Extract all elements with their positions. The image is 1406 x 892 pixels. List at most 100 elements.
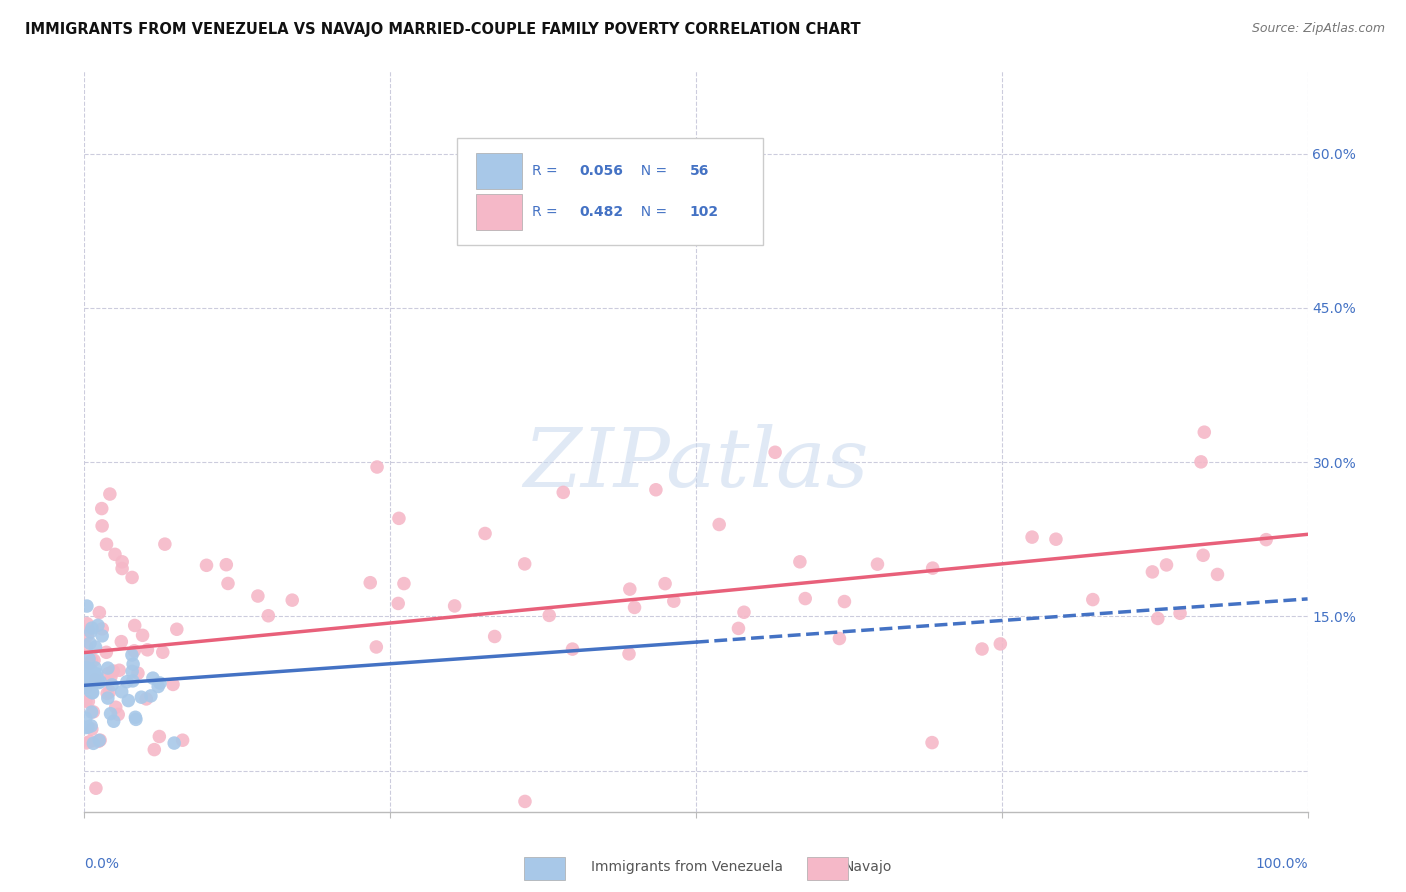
Point <box>124 710 146 724</box>
Point <box>91 622 114 636</box>
Point <box>91 629 114 643</box>
Point <box>80 621 103 635</box>
Text: 56: 56 <box>690 164 709 178</box>
Point <box>1142 565 1164 579</box>
Point <box>1256 533 1278 547</box>
Point <box>97 666 120 681</box>
Point <box>1146 611 1168 625</box>
Point <box>727 621 749 635</box>
Text: IMMIGRANTS FROM VENEZUELA VS NAVAJO MARRIED-COUPLE FAMILY POVERTY CORRELATION CH: IMMIGRANTS FROM VENEZUELA VS NAVAJO MARR… <box>25 22 860 37</box>
Point <box>80 663 103 677</box>
Point <box>77 671 100 685</box>
Point <box>97 691 120 706</box>
Point <box>709 517 731 532</box>
Point <box>79 734 101 748</box>
Point <box>124 618 146 632</box>
Text: N =: N = <box>633 164 672 178</box>
Point <box>89 733 111 747</box>
Point <box>87 734 110 748</box>
Point <box>115 674 138 689</box>
Point <box>153 537 176 551</box>
Point <box>1192 549 1215 563</box>
Text: R =: R = <box>531 205 562 219</box>
Point <box>1206 567 1229 582</box>
Point <box>149 676 172 690</box>
Point <box>1168 607 1191 621</box>
Text: Navajo: Navajo <box>844 860 891 874</box>
Point <box>82 736 104 750</box>
Point <box>148 730 170 744</box>
Point <box>82 685 104 699</box>
Point <box>86 667 108 681</box>
Point <box>921 561 943 575</box>
Point <box>75 677 97 691</box>
Point <box>111 685 134 699</box>
Point <box>152 645 174 659</box>
Point <box>834 594 856 608</box>
Text: Immigrants from Venezuela: Immigrants from Venezuela <box>591 860 783 874</box>
Point <box>76 664 98 678</box>
Point <box>79 636 101 650</box>
Point <box>281 593 304 607</box>
Point <box>970 642 993 657</box>
FancyBboxPatch shape <box>475 153 522 189</box>
Point <box>135 692 157 706</box>
Point <box>443 599 465 613</box>
Point <box>121 665 143 679</box>
Point <box>100 669 122 683</box>
Point <box>103 714 125 729</box>
Point <box>77 680 100 694</box>
Point <box>1189 455 1212 469</box>
Point <box>83 653 105 667</box>
Point <box>84 661 107 675</box>
Point <box>96 645 118 659</box>
Point <box>142 671 165 685</box>
Point <box>104 547 127 561</box>
Point <box>921 736 943 750</box>
Point <box>988 637 1011 651</box>
Point <box>98 487 121 501</box>
Point <box>474 526 496 541</box>
FancyBboxPatch shape <box>475 194 522 230</box>
Point <box>166 622 188 636</box>
Point <box>257 608 280 623</box>
Point <box>89 606 111 620</box>
Point <box>1194 425 1216 440</box>
Point <box>215 558 238 572</box>
Point <box>131 690 153 705</box>
Point <box>388 511 411 525</box>
Point <box>76 599 98 613</box>
Point <box>217 576 239 591</box>
Point <box>77 652 100 666</box>
Point <box>87 675 110 690</box>
Point <box>82 705 104 719</box>
Point <box>89 674 111 689</box>
Point <box>121 570 143 584</box>
Point <box>763 445 786 459</box>
Point <box>96 686 118 700</box>
Point <box>733 605 755 619</box>
Point <box>80 676 103 690</box>
Text: 100.0%: 100.0% <box>1256 857 1308 871</box>
Point <box>139 689 162 703</box>
Point <box>80 705 103 719</box>
Point <box>195 558 218 573</box>
Text: R =: R = <box>531 164 562 178</box>
Point <box>84 640 107 654</box>
Point <box>75 721 97 735</box>
Point <box>76 660 98 674</box>
Point <box>111 561 134 575</box>
Point <box>75 664 97 678</box>
Point <box>84 673 107 687</box>
Point <box>163 736 186 750</box>
Point <box>866 557 889 571</box>
Point <box>645 483 668 497</box>
Point <box>1045 532 1067 546</box>
Point <box>101 678 124 692</box>
Point <box>79 683 101 698</box>
Point <box>513 794 536 808</box>
Point <box>80 722 103 736</box>
Point <box>1156 558 1178 572</box>
Point <box>80 719 103 733</box>
Point <box>82 686 104 700</box>
